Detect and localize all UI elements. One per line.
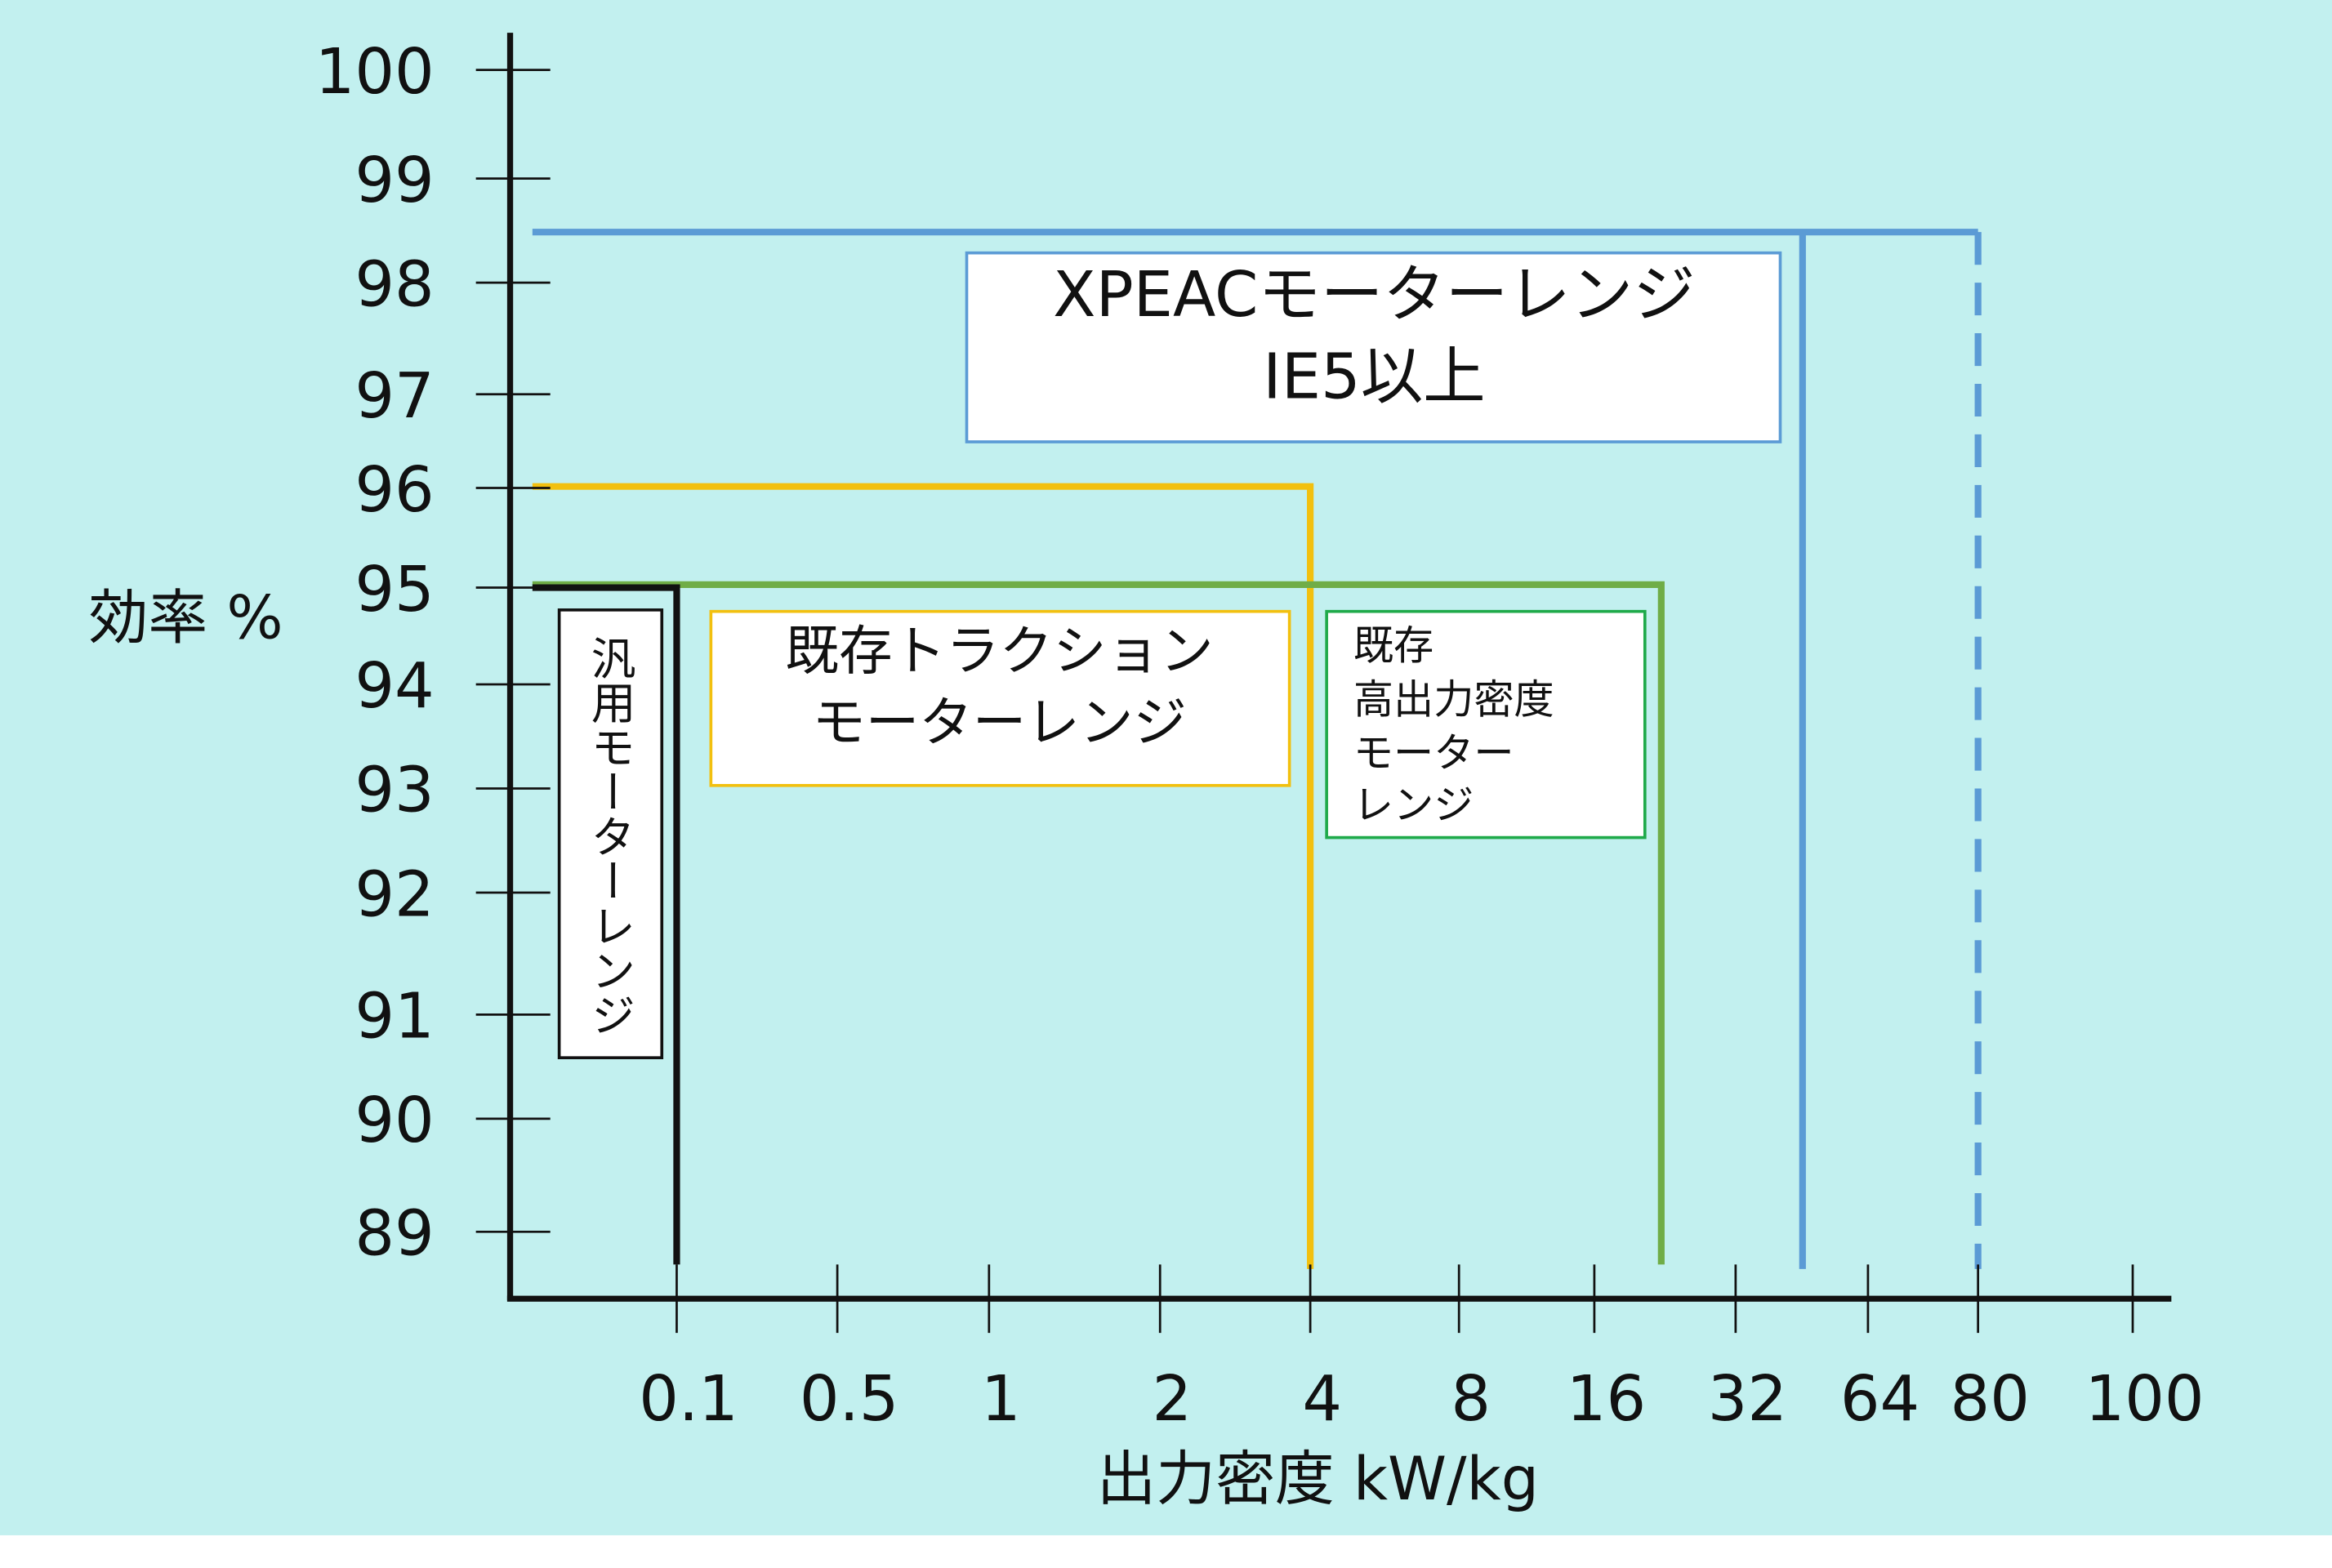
box-text: 汎用モーターレンジ xyxy=(584,635,636,1037)
y-tick-label: 95 xyxy=(354,554,434,626)
y-tick-label: 94 xyxy=(354,650,434,723)
x-tick-label: 8 xyxy=(1451,1363,1491,1436)
high-density-line xyxy=(532,581,1665,1265)
general-line xyxy=(532,584,680,1265)
y-tick-label: 89 xyxy=(354,1198,434,1271)
box-text: 既存 xyxy=(1353,622,1434,670)
x-tick-label: 64 xyxy=(1840,1363,1920,1436)
range-lines xyxy=(532,229,1982,1269)
y-tick-label: 98 xyxy=(354,248,434,321)
y-tick-label: 97 xyxy=(354,360,434,433)
xpeac-box xyxy=(965,251,1782,443)
x-tick-label: 0.5 xyxy=(800,1363,899,1436)
x-axis-label: 出力密度 kW/kg xyxy=(1096,1445,1538,1514)
y-tick-label: 92 xyxy=(354,858,434,931)
y-tick-label: 100 xyxy=(315,36,435,109)
box-text: 既存トラクション xyxy=(785,621,1213,683)
x-tick-label: 100 xyxy=(2085,1363,2205,1436)
x-tick-label: 32 xyxy=(1708,1363,1787,1436)
box-text: XPEACモーターレンジ xyxy=(1053,259,1695,332)
box-text: モーターレンジ xyxy=(812,692,1187,754)
y-tick-label: 96 xyxy=(354,454,434,527)
y-tick-label: 91 xyxy=(354,981,434,1054)
traction-box xyxy=(709,609,1291,787)
y-tick-label: 90 xyxy=(354,1085,434,1157)
general-box xyxy=(557,608,664,1060)
y-axis-label: 効率 % xyxy=(89,583,283,653)
box-text: レンジ xyxy=(1353,782,1474,829)
box-text: IE5以上 xyxy=(1263,341,1485,413)
box-text: モーター xyxy=(1353,729,1514,777)
x-tick-label: 2 xyxy=(1152,1363,1192,1436)
traction-line xyxy=(532,483,1314,1269)
x-tick-label: 16 xyxy=(1567,1363,1646,1436)
x-tick-label: 1 xyxy=(981,1363,1021,1436)
box-text: 高出力密度 xyxy=(1353,675,1554,723)
y-tick-label: 93 xyxy=(354,755,434,827)
high-density-box xyxy=(1325,609,1647,840)
x-tick-label: 80 xyxy=(1951,1363,2030,1436)
x-tick-label: 4 xyxy=(1302,1363,1342,1436)
x-tick-label: 0.1 xyxy=(639,1363,738,1436)
y-tick-label: 99 xyxy=(354,145,434,217)
